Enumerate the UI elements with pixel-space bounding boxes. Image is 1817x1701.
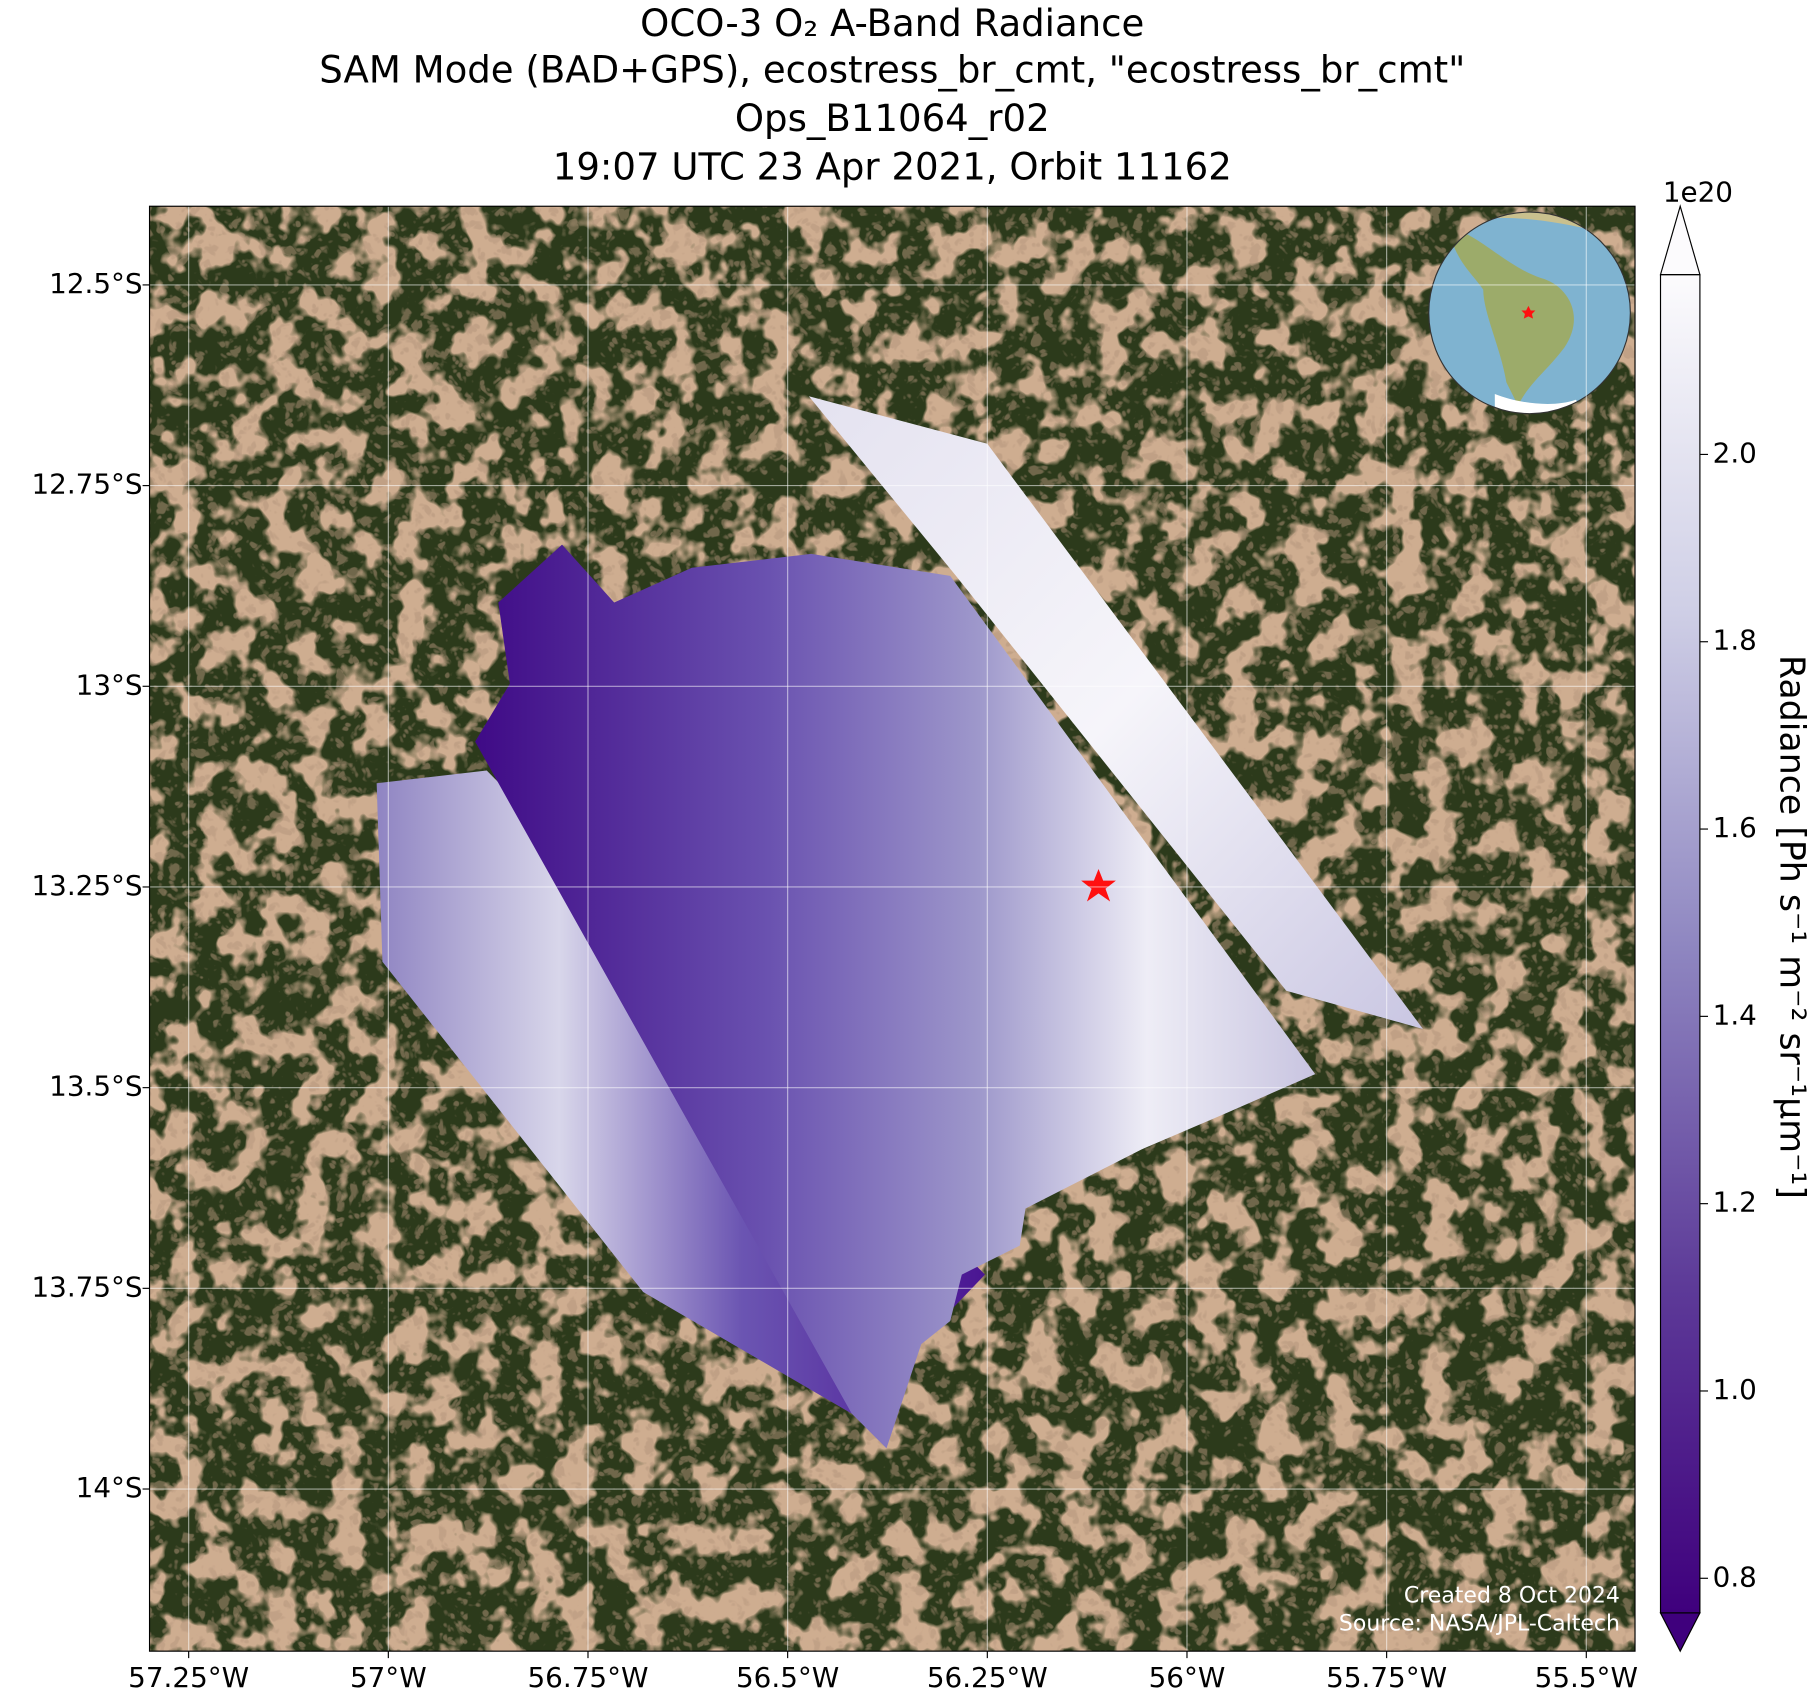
x-tick-label: 57.25°W bbox=[128, 1661, 249, 1694]
colorbar-tick-label: 0.8 bbox=[1713, 1560, 1757, 1593]
colorbar-tick-label: 2.0 bbox=[1713, 436, 1757, 469]
y-tick-label: 12.75°S bbox=[31, 468, 142, 501]
colorbar-tick-label: 1.8 bbox=[1713, 624, 1757, 657]
colorbar-label: Radiance [Ph s⁻¹ m⁻² sr⁻¹µm⁻¹] bbox=[1771, 655, 1811, 1199]
colorbar-tick-label: 1.2 bbox=[1713, 1186, 1757, 1219]
title-line: Ops_B11064_r02 bbox=[735, 97, 1050, 140]
colorbar bbox=[1660, 274, 1700, 1613]
swath bbox=[475, 544, 1316, 1449]
x-tick-label: 55.75°W bbox=[1326, 1661, 1447, 1694]
y-tick-label: 12.5°S bbox=[49, 267, 142, 300]
x-tick-label: 56.25°W bbox=[927, 1661, 1048, 1694]
credit: Source: NASA/JPL-Caltech bbox=[1339, 1612, 1620, 1637]
y-tick-label: 13.25°S bbox=[31, 869, 142, 902]
colorbar-frame bbox=[1659, 274, 1701, 1614]
y-tick-label: 14°S bbox=[76, 1471, 143, 1504]
colorbar-multiplier: 1e20 bbox=[1663, 176, 1733, 209]
title-line: 19:07 UTC 23 Apr 2021, Orbit 11162 bbox=[553, 146, 1232, 189]
location-marker bbox=[1081, 869, 1116, 902]
colorbar-extend bbox=[1659, 1612, 1701, 1653]
x-tick-label: 56°W bbox=[1149, 1661, 1226, 1694]
swath bbox=[808, 396, 1423, 1029]
y-tick-label: 13.5°S bbox=[49, 1070, 142, 1103]
colorbar-extend bbox=[1659, 204, 1701, 276]
colorbar-tick-label: 1.6 bbox=[1713, 811, 1757, 844]
colorbar-tick-label: 1.4 bbox=[1713, 998, 1757, 1031]
title-line: OCO-3 O₂ A-Band Radiance bbox=[640, 2, 1144, 45]
colorbar-tick-label: 1.0 bbox=[1713, 1373, 1757, 1406]
x-tick-label: 56.5°W bbox=[736, 1661, 839, 1694]
x-tick-label: 55.5°W bbox=[1535, 1661, 1638, 1694]
credit: Created 8 Oct 2024 bbox=[1404, 1584, 1620, 1609]
y-tick-label: 13.75°S bbox=[31, 1270, 142, 1303]
y-tick-label: 13°S bbox=[76, 668, 143, 701]
map-frame bbox=[148, 205, 1636, 1652]
grid bbox=[149, 206, 1636, 1652]
basemap bbox=[149, 206, 1636, 1652]
x-tick-label: 57°W bbox=[350, 1661, 427, 1694]
x-tick-label: 56.75°W bbox=[528, 1661, 649, 1694]
title-line: SAM Mode (BAD+GPS), ecostress_br_cmt, "e… bbox=[319, 48, 1465, 91]
